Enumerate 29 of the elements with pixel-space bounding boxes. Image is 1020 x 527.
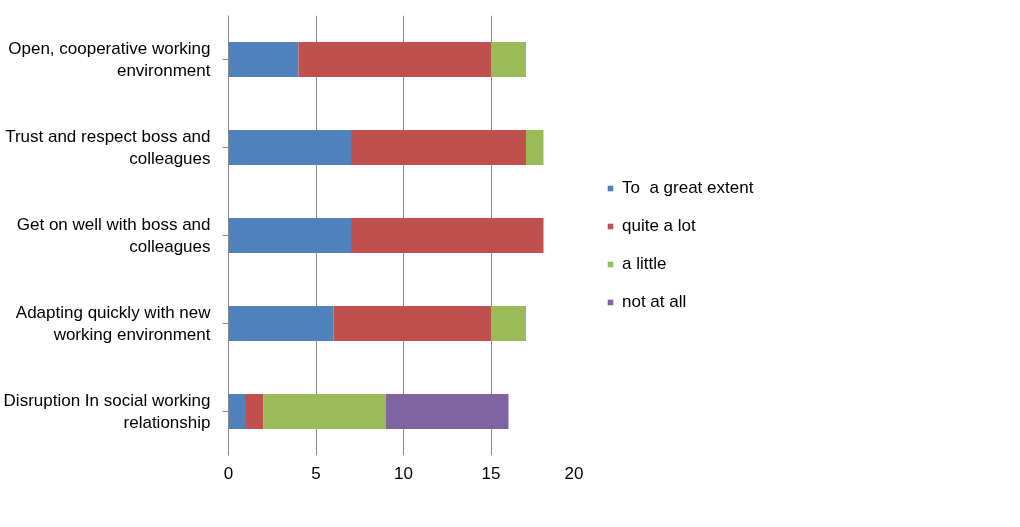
legend-label: a little	[622, 253, 667, 274]
y-tick-label: Disruption In social working relationship	[3, 390, 211, 433]
bar	[263, 393, 386, 430]
bar	[386, 393, 509, 430]
bar	[228, 217, 351, 254]
legend-label: quite a lot	[622, 215, 696, 236]
x-tick-label: 0	[223, 463, 234, 483]
bar	[351, 129, 526, 166]
bar	[491, 305, 526, 342]
legend-label: To a great extent	[622, 177, 754, 198]
bar	[246, 393, 264, 430]
y-tick-label: Open, cooperative working environment	[8, 38, 211, 81]
bar	[228, 129, 351, 166]
x-tick-label: 10	[394, 463, 413, 483]
bar	[228, 305, 334, 342]
bar	[228, 41, 299, 78]
x-tick-label: 20	[564, 463, 584, 483]
bar	[526, 129, 544, 166]
bar	[351, 217, 544, 254]
legend-label: not at all	[622, 291, 687, 312]
bar	[298, 41, 491, 78]
y-tick-label: Get on well with boss and colleagues	[16, 214, 211, 257]
bar	[333, 305, 491, 342]
y-tick-label: Adapting quickly with new working environment	[15, 302, 212, 345]
x-tick-label: 15	[481, 463, 501, 483]
x-tick-label: 5	[311, 463, 321, 483]
bar	[228, 393, 246, 430]
bar	[491, 41, 526, 78]
y-tick-label: Trust and respect boss and colleagues	[5, 126, 211, 169]
